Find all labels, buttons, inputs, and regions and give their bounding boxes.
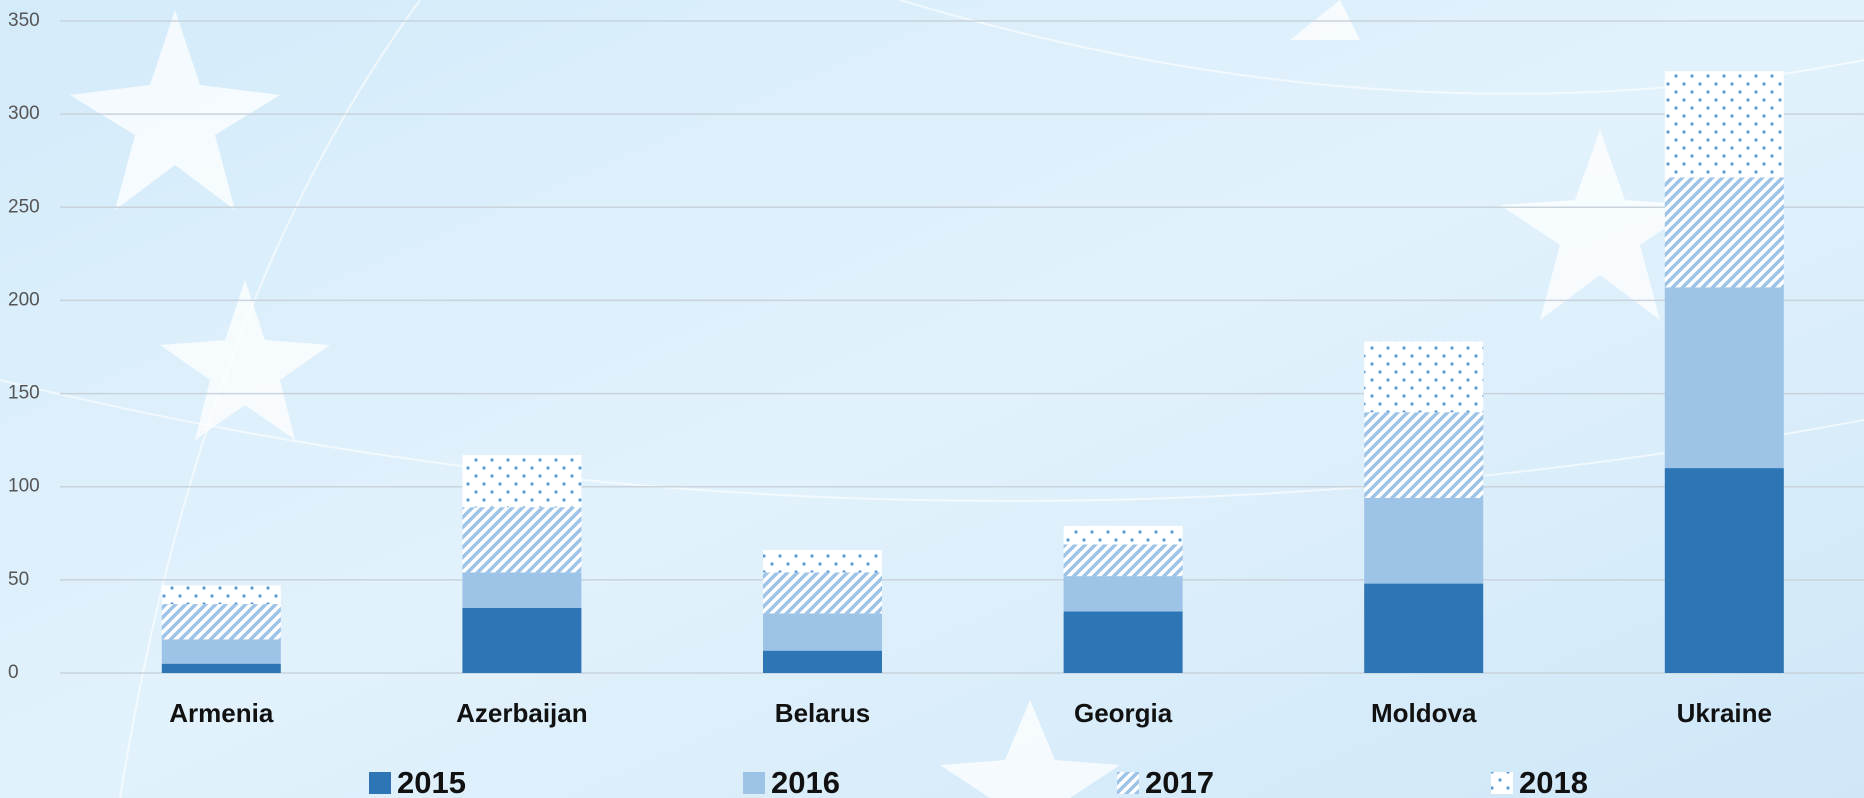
legend-swatch bbox=[1491, 772, 1513, 794]
bar-segment bbox=[161, 639, 281, 664]
bar-segment bbox=[1063, 525, 1183, 545]
bar-segment bbox=[763, 613, 882, 651]
bar-segment bbox=[161, 604, 281, 640]
bar-segment bbox=[1063, 544, 1183, 577]
x-tick-label: Georgia bbox=[1074, 698, 1173, 728]
x-tick-label: Azerbaijan bbox=[456, 698, 588, 728]
bar-segment bbox=[161, 663, 281, 673]
bar-segment bbox=[1664, 177, 1784, 288]
bar-segment bbox=[462, 572, 582, 608]
bar-segment bbox=[1364, 583, 1484, 673]
bar-segment bbox=[1364, 341, 1484, 413]
y-tick-label: 200 bbox=[8, 289, 40, 310]
legend-swatch bbox=[1117, 772, 1139, 794]
legend-label: 2016 bbox=[771, 765, 840, 798]
y-tick-label: 150 bbox=[8, 383, 40, 404]
bar-segment bbox=[161, 585, 281, 605]
legend-swatch bbox=[369, 772, 391, 794]
bar-segment bbox=[1364, 412, 1484, 498]
bar-segment bbox=[763, 550, 882, 573]
bar-segment bbox=[1063, 576, 1183, 612]
x-tick-label: Moldova bbox=[1371, 698, 1477, 728]
legend-label: 2015 bbox=[397, 765, 466, 798]
y-tick-label: 0 bbox=[8, 662, 19, 683]
y-tick-label: 350 bbox=[8, 10, 40, 31]
bar-segment bbox=[1664, 71, 1784, 178]
bar-segment bbox=[462, 507, 582, 573]
background-stars bbox=[70, 0, 1700, 798]
x-tick-label: Belarus bbox=[775, 698, 870, 728]
bar-segment bbox=[763, 572, 882, 614]
y-tick-label: 50 bbox=[8, 569, 29, 590]
x-tick-label: Ukraine bbox=[1677, 698, 1772, 728]
bar-segment bbox=[1364, 497, 1484, 584]
legend-swatch bbox=[743, 772, 765, 794]
bar-segment bbox=[462, 455, 582, 508]
x-tick-label: Armenia bbox=[169, 698, 274, 728]
legend-label: 2018 bbox=[1519, 765, 1588, 798]
y-tick-label: 250 bbox=[8, 196, 40, 217]
y-tick-label: 100 bbox=[8, 476, 40, 497]
bar-segment bbox=[1664, 287, 1784, 469]
legend-label: 2017 bbox=[1145, 765, 1214, 798]
y-tick-label: 300 bbox=[8, 103, 40, 124]
bar-segment bbox=[1063, 611, 1183, 673]
bar-segment bbox=[763, 650, 882, 673]
bar-segment bbox=[1664, 468, 1784, 673]
bar-segment bbox=[462, 607, 582, 673]
